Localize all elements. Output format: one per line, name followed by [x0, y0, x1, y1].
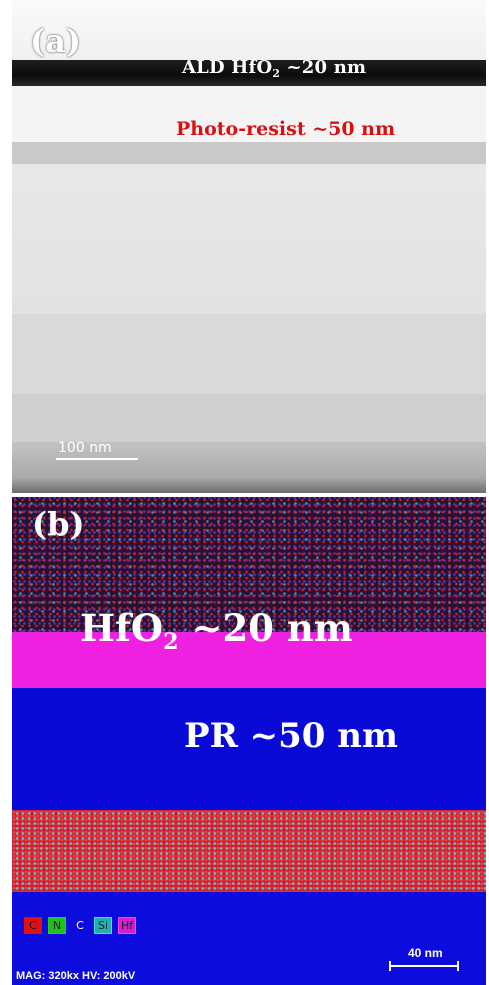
panel-b-label: (b)	[32, 505, 85, 543]
substrate-lower	[12, 394, 486, 442]
legend-item: Si	[94, 917, 112, 934]
substrate-middle	[12, 314, 486, 394]
legend-item: C	[24, 917, 42, 934]
interface-band	[12, 142, 486, 164]
pr-layer	[12, 688, 486, 810]
top-layer	[12, 0, 486, 62]
panel-a-tem-image: (a) 100 nm	[12, 0, 486, 493]
scale-bar-b-label: 40 nm	[408, 946, 443, 960]
hfo2-annotation-b: HfO2 ~20 nm	[80, 606, 353, 655]
magnification-info: MAG: 320kx HV: 200kV	[16, 970, 136, 982]
top-mixed-layer	[12, 497, 486, 632]
scale-bar-a	[56, 458, 138, 460]
hfo2-annotation-a: ALD HfO2 ~20 nm	[182, 57, 367, 80]
substrate-upper	[12, 164, 486, 314]
legend-item: Hf	[118, 917, 137, 934]
photo-resist-layer	[12, 86, 486, 142]
hfo2-layer	[12, 60, 486, 86]
si-layer	[12, 810, 486, 892]
substrate-bottom	[12, 442, 486, 493]
panel-a-label: (a)	[30, 22, 82, 60]
panel-b-eds-map: (b)	[12, 497, 486, 985]
legend-item: C	[76, 919, 84, 932]
pr-annotation-b: PR ~50 nm	[184, 716, 398, 756]
element-legend: C N C Si Hf	[24, 917, 137, 934]
legend-item: N	[48, 917, 66, 934]
scale-bar-b	[389, 961, 459, 971]
scale-bar-a-label: 100 nm	[58, 440, 112, 456]
bottom-layer	[12, 892, 486, 985]
hf-layer	[12, 632, 486, 688]
photo-resist-annotation-a: Photo-resist ~50 nm	[176, 118, 396, 140]
